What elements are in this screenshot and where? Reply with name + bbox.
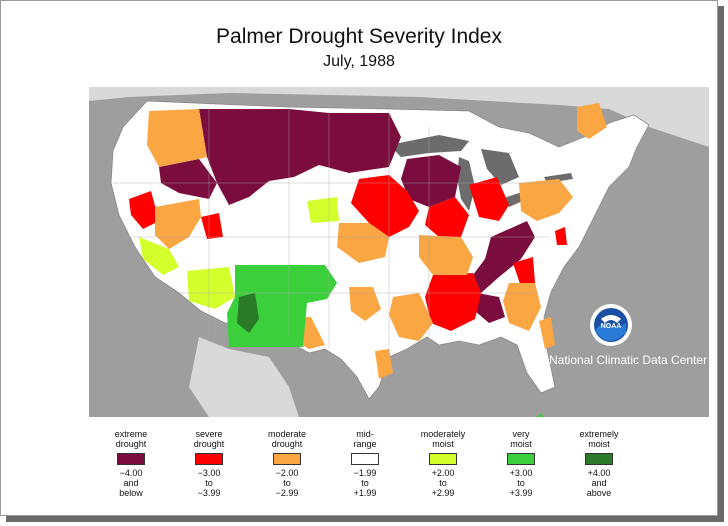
legend-range-line2: and [591, 478, 607, 488]
legend-item-moderate-drought: moderate drought −2.00 to −2.99 [255, 427, 319, 498]
map-title: Palmer Drought Severity Index [216, 25, 502, 48]
legend-label-line1: extreme [114, 429, 148, 439]
noaa-logo-text: NOAA [601, 323, 622, 330]
legend-item-extremely-moist: extremely moist +4.00 and above [567, 427, 631, 498]
legend-range-line3: +2.99 [431, 488, 455, 498]
legend-range-line1: −1.99 [353, 468, 377, 478]
moderately-moist-regions [139, 197, 339, 309]
map-subtitle: July, 1988 [323, 53, 395, 70]
legend-range-line1: +2.00 [431, 468, 455, 478]
legend-label-line2: moist [588, 439, 610, 449]
legend-range-line3: +1.99 [353, 488, 377, 498]
legend-range-line2: and [123, 478, 139, 488]
legend-label-line2: drought [193, 439, 225, 449]
legend-label-line1: severe [195, 429, 223, 439]
legend-label-line1: mid- [356, 429, 374, 439]
legend-swatch [117, 453, 145, 465]
canada-region [89, 87, 709, 147]
legend-range-line2: to [283, 478, 291, 488]
legend-label-line1: moderate [267, 429, 307, 439]
legend-swatch [507, 453, 535, 465]
legend-item-extreme-drought: extreme drought −4.00 and below [99, 427, 163, 498]
legend-range-line2: to [205, 478, 213, 488]
legend-range-line1: −4.00 [119, 468, 143, 478]
legend-swatch [585, 453, 613, 465]
state-boundaries [113, 107, 559, 357]
legend-label-line2: moist [432, 439, 454, 449]
legend-label-line2: drought [271, 439, 303, 449]
legend-range-line2: to [439, 478, 447, 488]
drought-map [89, 87, 709, 417]
lake-huron [481, 149, 519, 185]
legend-label-line1: moderately [420, 429, 466, 439]
legend-swatch [273, 453, 301, 465]
extremely-moist-regions [237, 293, 259, 333]
legend-swatch [351, 453, 379, 465]
legend-item-moderately-moist: moderately moist +2.00 to +2.99 [411, 427, 475, 498]
legend: extreme drought −4.00 and below severe droug… [99, 427, 659, 507]
legend-label-line2: drought [115, 439, 147, 449]
legend-range-line3: +3.99 [509, 488, 533, 498]
moderate-drought-regions [147, 103, 607, 379]
legend-range-line2: to [517, 478, 525, 488]
severe-drought-regions [129, 175, 567, 331]
legend-range-line1: +3.00 [509, 468, 533, 478]
legend-range-line1: +4.00 [587, 468, 611, 478]
legend-swatch [429, 453, 457, 465]
mexico-region [189, 337, 299, 417]
legend-label-line1: extremely [579, 429, 619, 439]
lake-michigan [457, 157, 475, 211]
legend-item-severe-drought: severe drought −3.00 to −3.99 [177, 427, 241, 498]
legend-label-line2: moist [510, 439, 532, 449]
extreme-drought-regions [159, 109, 535, 323]
legend-range-line1: −2.00 [275, 468, 299, 478]
ncdc-credit: National Climatic Data Center [549, 353, 708, 367]
legend-swatch [195, 453, 223, 465]
very-moist-regions [227, 265, 543, 417]
legend-range-line3: −3.99 [197, 488, 221, 498]
legend-label-line2: range [353, 439, 377, 449]
map-frame: Palmer Drought Severity Index July, 1988 [0, 0, 718, 516]
legend-item-mid-range: mid-range −1.99 to +1.99 [333, 427, 397, 498]
legend-range-line3: −2.99 [275, 488, 299, 498]
legend-item-very-moist: very moist +3.00 to +3.99 [489, 427, 553, 498]
legend-range-line1: −3.00 [197, 468, 221, 478]
legend-range-line3: above [586, 488, 612, 498]
legend-range-line2: to [361, 478, 369, 488]
noaa-logo: NOAA [590, 304, 632, 346]
legend-label-line1: very [512, 429, 530, 439]
legend-range-line3: below [119, 488, 143, 498]
